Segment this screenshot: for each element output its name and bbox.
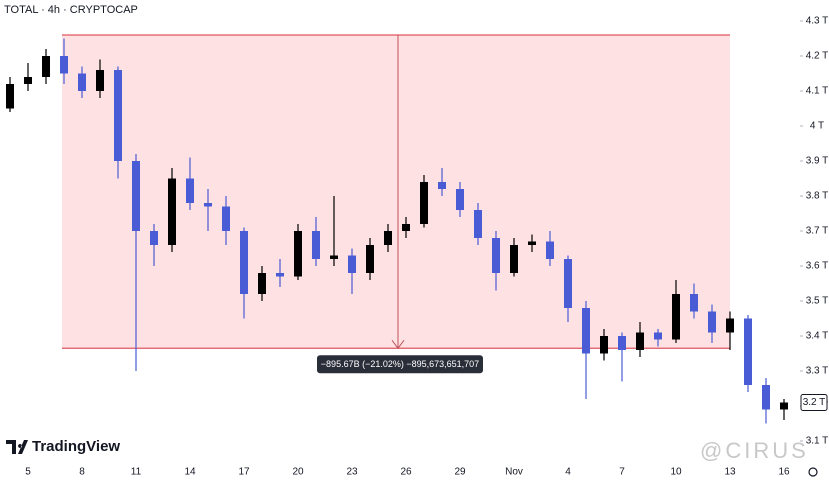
candle-body xyxy=(726,318,734,333)
candle-body xyxy=(366,245,374,273)
last-price-box xyxy=(800,394,828,411)
candle-body xyxy=(186,178,194,203)
measure-label: −895.67B (−21.02%) −895,673,651,707 xyxy=(321,359,479,369)
measure-label-bg xyxy=(317,355,483,374)
candle-body xyxy=(96,70,104,91)
measure-arrow-head xyxy=(391,339,405,350)
candle-body xyxy=(564,259,572,308)
candle-body xyxy=(330,255,338,259)
candle-body xyxy=(114,70,122,161)
x-tick-label: 26 xyxy=(400,467,412,478)
y-tick-label: 3.7 T xyxy=(806,226,829,237)
candle-body xyxy=(492,238,500,273)
watermark: @CIRUS xyxy=(700,438,809,463)
candle-body xyxy=(150,231,158,245)
y-tick-label: 3.4 T xyxy=(806,331,829,342)
x-tick-label: 13 xyxy=(724,467,736,478)
y-tick-label: 3.5 T xyxy=(806,296,829,307)
candle-body xyxy=(762,385,770,410)
x-tick-label: 16 xyxy=(778,467,790,478)
y-tick-label: 4.1 T xyxy=(806,86,829,97)
candle-body xyxy=(438,182,446,189)
candle-body xyxy=(744,318,752,385)
y-tick-label: 3.1 T xyxy=(806,436,829,447)
candle-body xyxy=(78,73,86,91)
candle-body xyxy=(222,206,230,231)
candle-body xyxy=(6,84,14,109)
x-tick-label: 10 xyxy=(670,467,682,478)
candle-body xyxy=(672,294,680,340)
candle-body xyxy=(546,241,554,259)
chart-title: TOTAL · 4h · CRYPTOCAP xyxy=(4,4,138,16)
candle-body xyxy=(276,273,284,277)
candle-body xyxy=(132,161,140,231)
x-tick-label: 5 xyxy=(25,467,31,478)
x-tick-label: 7 xyxy=(619,467,625,478)
candle-body xyxy=(312,231,320,259)
y-tick-label: 3.3 T xyxy=(806,366,829,377)
y-tick-label: 4.2 T xyxy=(806,51,829,62)
x-tick-label: 11 xyxy=(131,467,142,478)
candle-body xyxy=(654,332,662,340)
x-tick-label: 17 xyxy=(238,467,250,478)
candle-body xyxy=(456,189,464,210)
candle-body xyxy=(708,311,716,333)
candle-body xyxy=(384,231,392,245)
candle-body xyxy=(636,332,644,350)
candle-body xyxy=(42,56,50,77)
x-tick-label: 4 xyxy=(565,467,571,478)
x-tick-label: 14 xyxy=(184,467,196,478)
candle-body xyxy=(258,273,266,294)
y-tick-label: 3.9 T xyxy=(806,156,829,167)
candle-body xyxy=(618,336,626,350)
candle-body xyxy=(582,308,590,354)
candle-body xyxy=(690,294,698,312)
candle-body xyxy=(168,178,176,245)
candle-body xyxy=(510,245,518,273)
x-tick-label: Nov xyxy=(505,467,523,478)
candle-body xyxy=(24,77,32,84)
x-tick-label: 8 xyxy=(79,467,85,478)
candle-body xyxy=(780,402,788,410)
tradingview-logo: TradingView xyxy=(6,438,120,455)
candle-body xyxy=(204,203,212,207)
y-tick-label: 3.6 T xyxy=(806,261,829,272)
y-tick-label: 4 T xyxy=(810,121,824,132)
candle-body xyxy=(348,255,356,273)
x-tick-label: 20 xyxy=(292,467,304,478)
logo-icon xyxy=(6,440,28,454)
candle-body xyxy=(600,336,608,354)
settings-icon[interactable] xyxy=(808,467,818,477)
candle-body xyxy=(402,224,410,231)
candle-body xyxy=(474,210,482,238)
y-tick-label: 3.8 T xyxy=(806,191,829,202)
x-tick-label: 29 xyxy=(454,467,466,478)
logo-text: TradingView xyxy=(32,438,120,455)
candle-body xyxy=(240,231,248,294)
measure-area xyxy=(62,35,730,349)
x-tick-label: 23 xyxy=(346,467,358,478)
last-price-label: 3.2 T xyxy=(803,397,826,408)
candle-body xyxy=(60,56,68,74)
candle-body xyxy=(528,241,536,245)
candle-body xyxy=(294,231,302,277)
candle-body xyxy=(420,182,428,224)
y-tick-label: 4.3 T xyxy=(806,16,829,27)
